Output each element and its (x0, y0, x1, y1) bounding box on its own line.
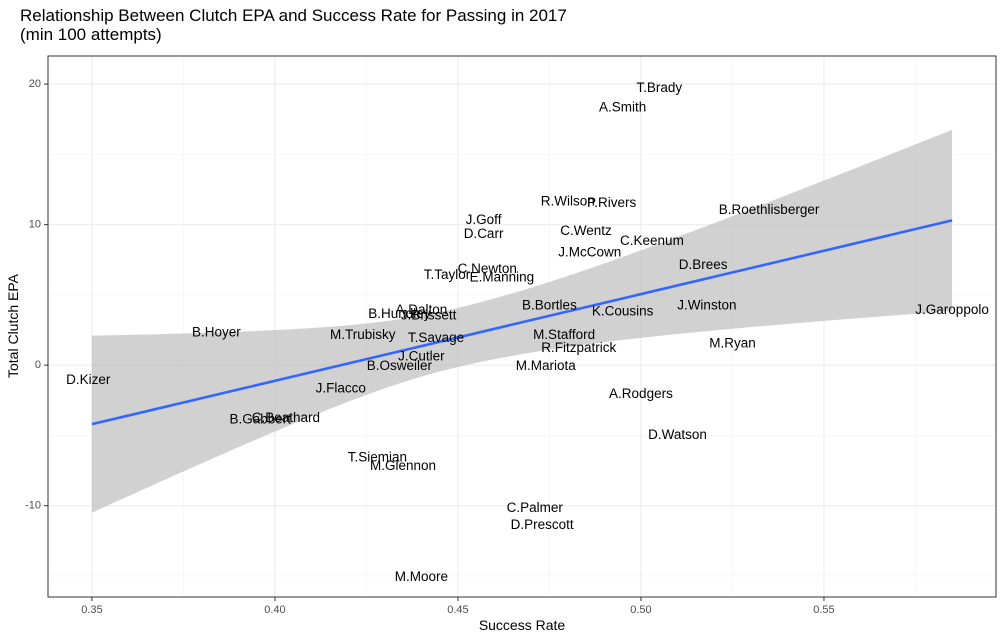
y-tick-label: -10 (25, 500, 41, 512)
point-label: T.Brady (636, 80, 682, 95)
chart-title: Relationship Between Clutch EPA and Succ… (20, 6, 567, 25)
x-tick-label: 0.35 (81, 604, 102, 616)
point-label: M.Moore (395, 569, 448, 584)
point-label: D.Prescott (511, 517, 574, 532)
point-label: M.Stafford (533, 327, 595, 342)
point-label: B.Roethlisberger (719, 202, 820, 217)
fit-line-layer (91, 219, 953, 426)
point-label: M.Mariota (516, 358, 577, 373)
regression-line (91, 219, 953, 426)
point-label: M.Trubisky (330, 327, 396, 342)
point-label: J.Cutler (398, 348, 445, 363)
point-label: A.Dalton (395, 302, 447, 317)
point-label: D.Brees (679, 257, 728, 272)
point-label: C.Wentz (560, 223, 612, 238)
y-tick-label: 10 (29, 219, 41, 231)
point-label: M.Ryan (709, 336, 756, 351)
point-label: C.Beathard (252, 410, 320, 425)
y-axis: -10 0 10 20 (25, 78, 48, 512)
point-label: J.Winston (677, 298, 736, 313)
y-tick-label: 20 (29, 78, 41, 90)
x-axis-title: Success Rate (479, 617, 566, 633)
point-label: M.Glennon (370, 458, 436, 473)
point-label: B.Bortles (522, 298, 577, 313)
point-label: J.McCown (558, 244, 621, 259)
point-label: P.Rivers (587, 195, 637, 210)
point-label: D.Watson (648, 427, 707, 442)
point-label: R.Fitzpatrick (541, 340, 616, 355)
point-label: J.Goff (466, 212, 502, 227)
point-label: B.Hundley (368, 306, 431, 321)
point-label: B.Gabbert (230, 412, 292, 427)
point-label: E.Manning (470, 270, 535, 285)
chart-subtitle: (min 100 attempts) (20, 25, 162, 44)
point-label: C.Newton (458, 261, 517, 276)
point-label: J.Flacco (316, 381, 366, 396)
point-label: J.Brissett (401, 308, 457, 323)
point-label: C.Keenum (620, 233, 684, 248)
point-label: A.Rodgers (609, 386, 673, 401)
point-label: C.Palmer (507, 500, 564, 515)
point-label: D.Kizer (66, 372, 111, 387)
y-tick-label: 0 (35, 359, 41, 371)
x-tick-label: 0.45 (447, 604, 468, 616)
point-label: T.Siemian (348, 449, 407, 464)
point-label: R.Wilson (541, 194, 595, 209)
point-label: A.Smith (599, 100, 646, 115)
y-axis-title: Total Clutch EPA (5, 273, 21, 378)
point-label: T.Savage (408, 330, 464, 345)
point-label: D.Carr (464, 226, 504, 241)
point-label: B.Osweiler (367, 358, 433, 373)
x-tick-label: 0.50 (630, 604, 651, 616)
x-axis: 0.35 0.40 0.45 0.50 0.55 (81, 597, 835, 616)
point-label: J.Garoppolo (915, 302, 989, 317)
x-tick-label: 0.55 (813, 604, 834, 616)
point-label: B.Hoyer (192, 324, 241, 339)
plot-border (47, 55, 997, 598)
point-label: K.Cousins (592, 303, 654, 318)
point-label: T.Taylor (424, 267, 471, 282)
x-tick-label: 0.40 (264, 604, 285, 616)
